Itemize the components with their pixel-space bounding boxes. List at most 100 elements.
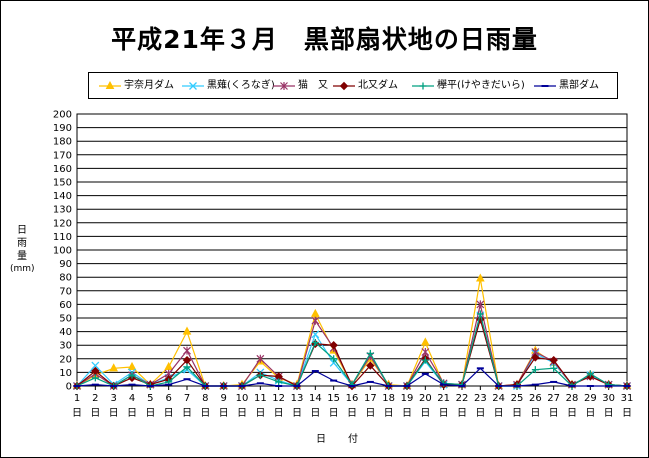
data-point [183,346,191,355]
data-point [366,361,375,370]
x-tick-unit: 日 [585,408,595,419]
data-point [128,371,136,379]
y-tick-label: 170 [53,150,72,161]
x-tick-unit: 日 [475,408,485,419]
y-tick-label: 40 [59,327,72,338]
x-tick-label: 3 [110,393,116,404]
x-tick-unit: 日 [237,408,247,419]
x-tick-unit: 日 [145,408,155,419]
data-point [366,349,374,357]
x-tick-unit: 日 [255,408,265,419]
x-tick-label: 7 [184,393,190,404]
legend-swatch [273,82,295,90]
x-tick-unit: 日 [457,408,467,419]
y-tick-label: 150 [53,178,72,189]
x-tick-label: 4 [129,393,135,404]
x-tick-label: 14 [309,393,322,404]
data-point [421,356,429,364]
x-tick-label: 12 [272,393,285,404]
x-tick-unit: 日 [512,408,522,419]
x-tick-unit: 日 [420,408,430,419]
x-axis-label: 日 付 [316,434,364,445]
x-tick-label: 2 [92,393,98,404]
y-axis-label-char: 雨 [17,238,27,249]
x-tick-unit: 日 [200,408,210,419]
x-tick-unit: 日 [494,408,504,419]
y-tick-label: 90 [59,259,72,270]
x-tick-unit: 日 [347,408,357,419]
data-point [311,330,320,339]
y-tick-label: 70 [59,286,72,297]
y-tick-label: 200 [53,110,72,121]
x-tick-label: 5 [147,393,153,404]
legend-swatch [534,85,556,87]
data-point [549,355,558,365]
x-tick-label: 28 [566,393,579,404]
y-tick-label: 30 [59,341,72,352]
legend-label: 北又ダム [358,80,398,91]
data-point [275,378,283,386]
chart-title: 平成21年３月 黒部扇状地の日雨量 [111,25,538,54]
legend-label: 宇奈月ダム [124,80,174,91]
legend-swatch [412,82,434,90]
x-tick-label: 19 [401,393,414,404]
x-tick-unit: 日 [402,408,412,419]
legend-swatch [333,81,355,91]
legend-swatch-marker [419,82,427,90]
x-tick-label: 11 [254,393,267,404]
x-tick-label: 27 [547,393,560,404]
data-point [329,340,338,350]
x-tick-unit: 日 [219,408,229,419]
x-tick-label: 8 [202,393,208,404]
x-tick-unit: 日 [365,408,375,419]
x-tick-label: 13 [291,393,304,404]
y-axis-unit: (mm) [10,264,35,274]
legend-label: 黒部ダム [559,80,599,91]
x-tick-label: 10 [236,393,249,404]
x-tick-unit: 日 [604,408,614,419]
x-tick-unit: 日 [439,408,449,419]
legend-label: 欅平(けやきだいら) [437,80,525,91]
legend-swatch-marker [189,82,197,90]
data-point [256,371,264,379]
y-tick-label: 140 [53,191,72,202]
x-tick-unit: 日 [127,408,137,419]
x-tick-unit: 日 [329,408,339,419]
data-point [311,316,320,325]
data-point [183,363,191,371]
data-point [164,361,174,370]
x-tick-label: 22 [456,393,469,404]
y-tick-label: 10 [59,368,72,379]
x-tick-unit: 日 [384,408,394,419]
y-axis-label-char: 量 [17,251,27,262]
x-tick-unit: 日 [90,408,100,419]
x-tick-unit: 日 [310,408,320,419]
y-tick-label: 20 [59,354,72,365]
y-tick-label: 100 [53,246,72,257]
data-point [330,355,338,363]
x-tick-label: 23 [474,393,487,404]
data-point [256,354,265,363]
x-tick-label: 20 [419,393,432,404]
data-point [476,300,485,309]
data-point [531,353,540,362]
y-tick-label: 80 [59,273,72,284]
data-point [476,310,484,318]
legend-label: 猫 又 [298,80,328,91]
legend-swatch-marker [280,82,288,90]
data-point [311,338,319,346]
data-point [475,273,485,282]
data-point [531,366,539,374]
data-point [550,364,558,372]
x-tick-label: 1 [74,393,80,404]
data-point [127,361,137,370]
x-tick-unit: 日 [622,408,632,419]
y-tick-label: 60 [59,300,72,311]
data-point [329,358,338,367]
y-tick-label: 160 [53,164,72,175]
x-tick-unit: 日 [164,408,174,419]
x-tick-label: 24 [492,393,505,404]
x-tick-label: 18 [382,393,395,404]
x-tick-unit: 日 [549,408,559,419]
